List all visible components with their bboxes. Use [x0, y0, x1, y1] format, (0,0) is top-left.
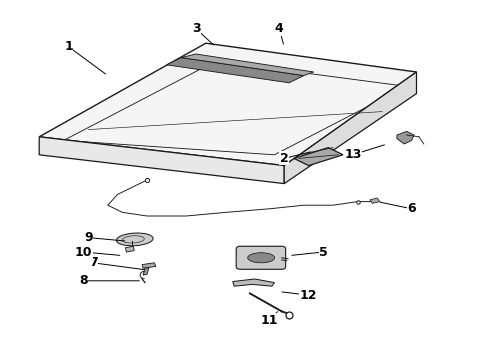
- Ellipse shape: [117, 233, 153, 246]
- Polygon shape: [167, 58, 304, 83]
- Polygon shape: [284, 72, 416, 184]
- Text: 1: 1: [64, 40, 73, 53]
- Polygon shape: [370, 198, 380, 203]
- Text: 13: 13: [344, 148, 362, 161]
- Polygon shape: [294, 148, 343, 166]
- FancyBboxPatch shape: [236, 246, 286, 269]
- Polygon shape: [397, 131, 414, 144]
- Text: 10: 10: [74, 246, 92, 258]
- Text: 3: 3: [192, 22, 200, 35]
- Text: 9: 9: [84, 231, 93, 244]
- Ellipse shape: [248, 253, 275, 263]
- Polygon shape: [142, 263, 156, 268]
- Text: 7: 7: [89, 256, 98, 269]
- Polygon shape: [143, 267, 149, 275]
- Text: 5: 5: [319, 246, 328, 258]
- Text: 2: 2: [280, 152, 289, 165]
- Text: 12: 12: [300, 289, 318, 302]
- Polygon shape: [39, 137, 284, 184]
- Polygon shape: [233, 279, 274, 286]
- Text: 4: 4: [275, 22, 284, 35]
- Text: 6: 6: [407, 202, 416, 215]
- Text: 11: 11: [261, 314, 278, 327]
- Text: 8: 8: [79, 274, 88, 287]
- Polygon shape: [125, 246, 134, 252]
- Polygon shape: [39, 43, 416, 166]
- Polygon shape: [181, 54, 314, 76]
